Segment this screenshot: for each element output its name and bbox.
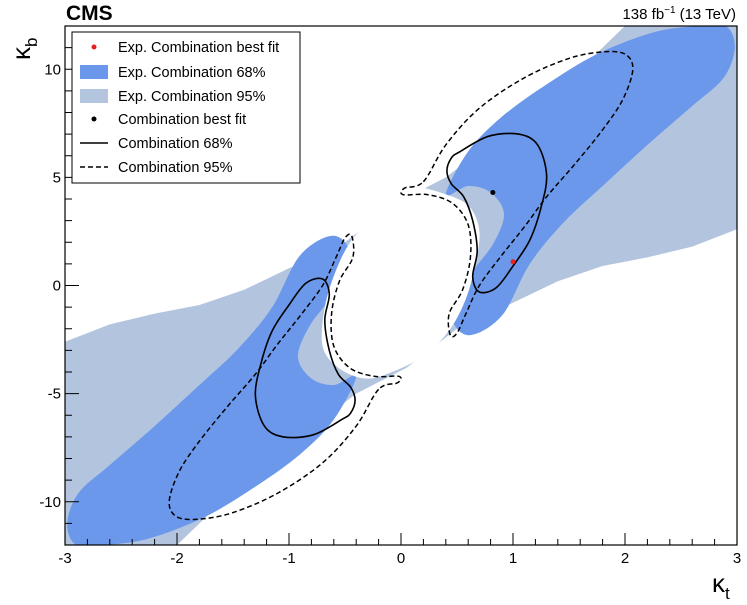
y-axis: -10 -5 0 5 10: [39, 25, 79, 546]
experiment-label: CMS: [66, 2, 113, 25]
excluded-region-0: [321, 186, 480, 379]
obs-95-contour-1: [168, 233, 402, 521]
exp-best-fit-marker: [510, 259, 516, 265]
obs-68-contour-1: [254, 277, 356, 439]
plot-area: [65, 26, 737, 545]
obs-best-fit-marker: [490, 190, 496, 196]
legend-label-obs-95: Combination 95%: [118, 160, 233, 176]
x-axis-label-sub: t: [725, 584, 730, 603]
y-tick-label: 0: [53, 278, 61, 295]
legend-box: [71, 31, 301, 184]
luminosity-exponent: −1: [664, 5, 676, 16]
x-tick-label: -3: [58, 550, 71, 567]
y-tick-label: 5: [53, 169, 61, 186]
legend-swatch-exp-95: [80, 89, 108, 103]
x-axis-label: κt: [712, 568, 730, 603]
y-tick-label: -5: [48, 386, 61, 403]
legend-swatch-obs-best-fit: [91, 116, 97, 122]
y-axis-label-sub: b: [22, 38, 41, 47]
x-tick-label: 1: [509, 550, 517, 567]
legend-label-exp-95: Exp. Combination 95%: [118, 89, 266, 105]
x-tick-label: 0: [397, 550, 405, 567]
y-tick-label: 10: [44, 61, 61, 78]
y-axis-label: κb: [6, 38, 41, 60]
obs-68-contour: [254, 132, 548, 439]
energy-value: (13 TeV): [680, 6, 736, 23]
legend-label-exp-68: Exp. Combination 68%: [118, 65, 266, 81]
luminosity-value: 138 fb: [622, 6, 664, 23]
legend-swatch-exp-best-fit: [91, 44, 97, 50]
excluded-region: [321, 186, 480, 379]
x-tick-label: -2: [170, 550, 183, 567]
legend-label-obs-68: Combination 68%: [118, 136, 233, 152]
obs-68-contour-0: [446, 132, 548, 294]
x-tick-label: 2: [621, 550, 629, 567]
luminosity-label: 138 fb−1 (13 TeV): [622, 5, 736, 23]
legend-label-exp-best-fit: Exp. Combination best fit: [118, 40, 279, 56]
x-tick-label: 3: [733, 550, 741, 567]
best-fit-points: [490, 190, 516, 265]
obs-95-contour: [168, 50, 634, 521]
obs-95-contour-0: [400, 50, 634, 338]
legend-label-obs-best-fit: Combination best fit: [118, 112, 246, 128]
y-tick-label: -10: [39, 494, 61, 511]
legend-swatch-exp-68: [80, 65, 108, 79]
x-tick-label: -1: [282, 550, 295, 567]
legend: Exp. Combination best fit Exp. Combinati…: [71, 31, 301, 184]
x-axis: -3 -2 -1 0 1 2 3: [58, 533, 741, 567]
